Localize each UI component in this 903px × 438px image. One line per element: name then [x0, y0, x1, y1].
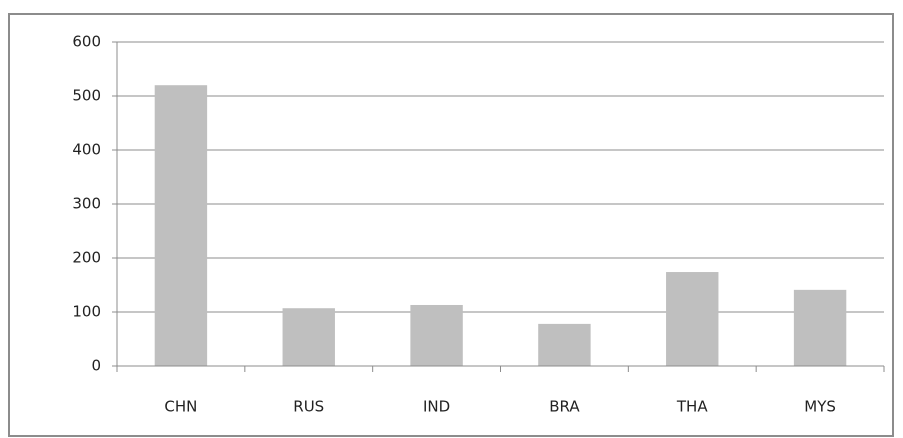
x-tick-label: THA [676, 398, 708, 416]
x-tick-label: BRA [549, 398, 580, 416]
bar [666, 272, 719, 366]
x-tick-label: CHN [164, 398, 197, 416]
chart-frame [8, 13, 894, 437]
bar [410, 304, 463, 366]
x-tick-label: RUS [293, 398, 324, 416]
bar [793, 289, 847, 366]
x-tick-label: IND [423, 398, 450, 416]
y-tick-label: 200 [72, 249, 101, 267]
bar [282, 308, 335, 366]
y-tick-label: 500 [72, 87, 101, 105]
y-tick-label: 300 [72, 195, 101, 213]
y-tick-label: 0 [91, 357, 101, 375]
y-tick-label: 600 [72, 33, 101, 51]
y-tick-label: 400 [72, 141, 101, 159]
y-tick-label: 100 [72, 303, 101, 321]
bar [154, 85, 208, 366]
x-tick-label: MYS [804, 398, 836, 416]
bar [538, 323, 591, 366]
